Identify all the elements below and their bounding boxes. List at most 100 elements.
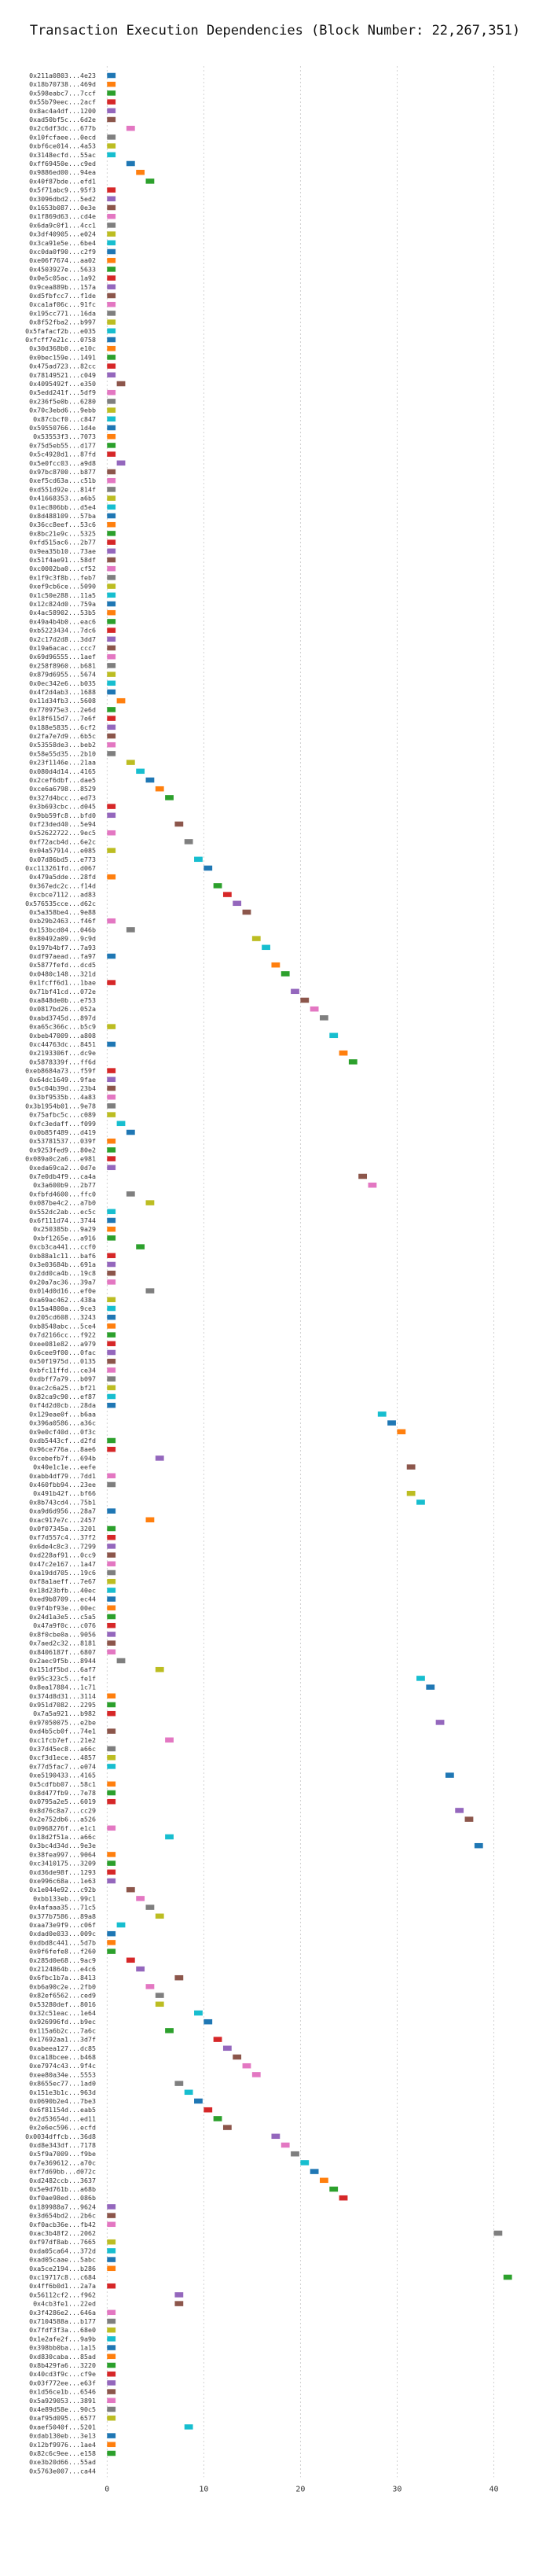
y-tick-label: 0xf8a1aeff...7e67 xyxy=(29,1577,96,1585)
y-tick-label: 0xef9cb6ce...5090 xyxy=(29,583,96,591)
y-tick-label: 0xd8e343df...7178 xyxy=(29,2141,96,2149)
y-tick-label: 0x0480c148...321d xyxy=(29,970,96,977)
y-tick-label: 0x5f71abc9...95f3 xyxy=(29,186,96,194)
execution-bar xyxy=(204,865,213,871)
y-tick-label: 0xd36de98f...1293 xyxy=(29,1868,96,1876)
execution-bar xyxy=(107,389,116,396)
y-tick-label: 0x53558de3...beb2 xyxy=(29,741,96,749)
execution-bar xyxy=(107,1446,116,1452)
y-tick-label: 0x3a600b9...2b77 xyxy=(33,1181,96,1189)
execution-bar xyxy=(107,108,116,114)
y-tick-label: 0x18d23bfb...40ec xyxy=(29,1586,96,1594)
y-tick-label: 0xda05ca64...372d xyxy=(29,2247,96,2254)
execution-bar xyxy=(136,1896,145,1901)
execution-bar xyxy=(464,1816,474,1822)
execution-bar xyxy=(107,152,116,158)
execution-bar xyxy=(310,2169,319,2174)
execution-bar xyxy=(368,1182,377,1188)
execution-bar xyxy=(107,653,116,660)
gridlines xyxy=(106,66,494,2478)
y-tick-label: 0x205cd608...3243 xyxy=(29,1313,96,1321)
execution-bar xyxy=(435,1720,445,1725)
execution-bar xyxy=(222,892,232,897)
execution-bar xyxy=(107,1349,116,1356)
y-tick-label: 0x53280def...8016 xyxy=(29,2000,96,2008)
y-tick-label: 0x5763e007...ca44 xyxy=(29,2467,96,2475)
execution-bar xyxy=(107,451,116,457)
y-tick-label: 0x1c50e288...11a5 xyxy=(29,591,96,599)
y-tick-label: 0x153bcd04...046b xyxy=(29,926,96,933)
y-tick-label: 0x5878339f...ff6d xyxy=(29,1058,96,1065)
y-tick-label: 0xbeb47009...a808 xyxy=(29,1032,96,1040)
y-tick-label: 0x8d477fb9...7e78 xyxy=(29,1789,96,1797)
y-tick-label: 0xcf3d1ece...4857 xyxy=(29,1754,96,1761)
execution-bar xyxy=(107,1561,116,1567)
execution-bar xyxy=(107,319,116,325)
y-tick-label: 0x82ef6562...ced9 xyxy=(29,1992,96,2000)
y-tick-label: 0x87cbcf0...c847 xyxy=(33,415,96,423)
execution-bar xyxy=(107,1305,116,1312)
execution-bar xyxy=(107,1693,116,1699)
execution-bar xyxy=(474,1842,483,1849)
execution-bar xyxy=(107,363,116,369)
execution-bar xyxy=(107,1147,116,1153)
y-tick-label: 0x8f52fba2...b997 xyxy=(29,318,96,326)
y-tick-label: 0x951d7082...2295 xyxy=(29,1701,96,1709)
y-tick-label: 0xac2c6a25...bf21 xyxy=(29,1384,96,1392)
execution-bar xyxy=(233,2054,242,2060)
execution-bar xyxy=(116,1658,126,1664)
y-tick-label: 0x879d6955...5674 xyxy=(29,671,96,679)
execution-bar xyxy=(107,72,116,79)
execution-bar xyxy=(107,1764,116,1769)
y-tick-label: 0x552dc2ab...ec5c xyxy=(29,1208,96,1216)
y-tick-label: 0x18f615d7...7e6f xyxy=(29,715,96,723)
y-tick-label: 0x2aec9f5b...8944 xyxy=(29,1657,96,1665)
y-tick-label: 0x36cc8eef...53c6 xyxy=(29,521,96,528)
y-tick-label: 0x3df40905...e024 xyxy=(29,230,96,238)
execution-bar xyxy=(107,213,116,219)
execution-bar xyxy=(397,1429,406,1435)
y-tick-label: 0xd2482ccb...3637 xyxy=(29,2177,96,2184)
y-tick-label: 0xa9d6d956...28a7 xyxy=(29,1507,96,1515)
y-tick-label: 0xf0acb36e...fb42 xyxy=(29,2221,96,2228)
y-tick-label: 0xf7d557c4...37f2 xyxy=(29,1533,96,1541)
execution-bar xyxy=(107,592,116,598)
execution-bar xyxy=(107,2336,116,2342)
execution-bar xyxy=(107,204,116,211)
execution-bar xyxy=(126,1886,135,1893)
execution-bar xyxy=(107,2257,116,2262)
y-tick-label: 0x9cea889b...157a xyxy=(29,283,96,291)
execution-bar xyxy=(107,1596,116,1602)
y-tick-label: 0x51f4ae91...58df xyxy=(29,556,96,564)
y-tick-label: 0xdab130eb...3e13 xyxy=(29,2432,96,2440)
y-tick-label: 0x2193306f...dc9e xyxy=(29,1049,96,1057)
y-tick-label: 0x80492a09...9c9d xyxy=(29,935,96,943)
execution-bar xyxy=(107,469,116,475)
y-tick-label: 0x087be4c2...a7b0 xyxy=(29,1199,96,1207)
execution-bar xyxy=(155,1666,164,1673)
execution-bar xyxy=(107,565,116,572)
execution-bar xyxy=(107,1728,116,1734)
execution-bar xyxy=(165,795,174,800)
y-tick-label: 0x7d2166cc...f922 xyxy=(29,1331,96,1339)
y-tick-label: 0x18b70738...469d xyxy=(29,80,96,88)
y-tick-label: 0xcbce7112...ad83 xyxy=(29,891,96,899)
execution-bar xyxy=(194,2098,203,2104)
y-tick-label: 0x55b79eec...2acf xyxy=(29,98,96,106)
y-tick-label: 0x285d0e68...9ac9 xyxy=(29,1956,96,1964)
y-tick-label: 0x75afbc5c...c089 xyxy=(29,1111,96,1119)
execution-bar xyxy=(107,1024,116,1029)
y-tick-label: 0x195cc771...16da xyxy=(29,309,96,317)
execution-bar xyxy=(107,1393,116,1400)
y-tick-label: 0x6de4c8c3...7299 xyxy=(29,1542,96,1550)
y-tick-label: 0xca18bcee...b468 xyxy=(29,2053,96,2061)
execution-bar xyxy=(107,337,116,343)
y-tick-label: 0x9bb59fc8...bfd0 xyxy=(29,811,96,819)
execution-bar xyxy=(107,1544,116,1549)
y-tick-label: 0x8d488109...57ba xyxy=(29,512,96,520)
execution-bar xyxy=(107,716,116,721)
execution-bar xyxy=(126,160,135,167)
execution-bar xyxy=(107,663,116,668)
y-tick-label: 0x6f111d74...3744 xyxy=(29,1216,96,1224)
